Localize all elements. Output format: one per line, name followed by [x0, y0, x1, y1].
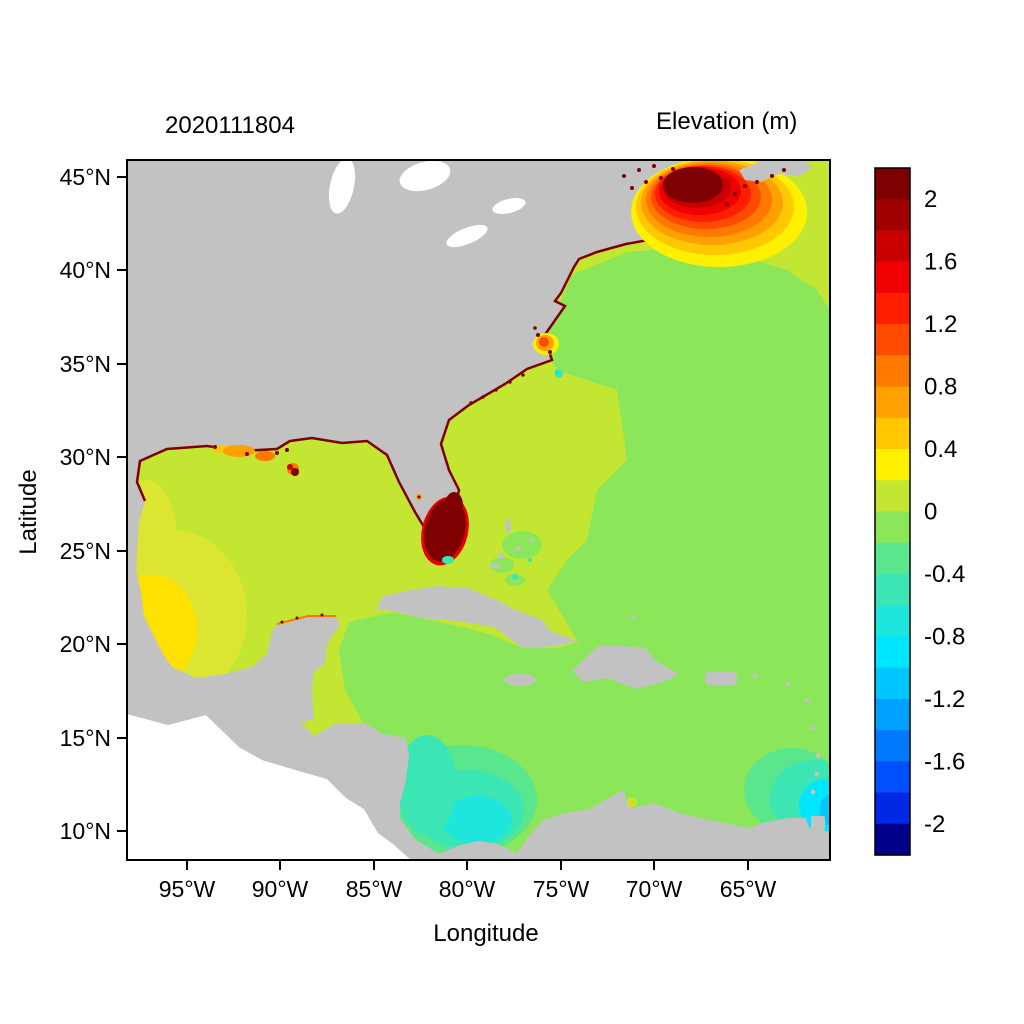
trinidad-island [811, 816, 825, 831]
colorbar-band [875, 792, 910, 825]
y-axis-ticks: 45°N 40°N 35°N 30°N 25°N 20°N 15°N 10°N [60, 164, 126, 844]
x-tick-label: 90°W [252, 876, 309, 902]
colorbar-tick-label: 0 [924, 499, 937, 526]
colorbar-tick-label: 0.8 [924, 374, 957, 401]
islands [376, 519, 825, 831]
lake-michigan [328, 160, 356, 214]
colorbar-tick-label: 1.2 [924, 311, 957, 338]
y-axis-label: Latitude [15, 469, 42, 554]
x-tick-label: 75°W [533, 876, 590, 902]
colorbar-tick-label: -1.2 [924, 686, 965, 713]
cuba-island [376, 586, 578, 648]
sw-caribbean-teal-region [387, 735, 537, 855]
colorbar-band [875, 667, 910, 700]
colorbar-title: Elevation (m) [656, 108, 797, 135]
colorbar [875, 168, 910, 856]
colorbar-band [875, 449, 910, 481]
colorbar-band [875, 573, 910, 606]
y-tick-label: 40°N [60, 257, 111, 283]
colorbar-band [875, 511, 910, 544]
lake-ontario [492, 198, 526, 214]
puerto-rico-island [705, 672, 737, 685]
colorbar-tick-label: -1.6 [924, 748, 965, 775]
colorbar-band [875, 730, 910, 762]
colorbar-band [875, 199, 910, 232]
colorbar-band [875, 324, 910, 356]
bahamas-islands [489, 519, 636, 620]
colorbar-tick-label: -0.8 [924, 623, 965, 650]
y-tick-label: 35°N [60, 351, 111, 377]
y-tick-label: 20°N [60, 631, 111, 657]
colorbar-band [875, 292, 910, 325]
colorbar-tick-label: -2 [924, 811, 945, 838]
x-tick-label: 70°W [626, 876, 683, 902]
louisiana-coastal-high [212, 445, 299, 476]
colorbar-tick-label: 2 [924, 186, 937, 213]
x-tick-label: 95°W [159, 876, 216, 902]
great-lakes [328, 160, 526, 248]
jamaica-island [504, 674, 536, 686]
south-america-land [439, 790, 830, 860]
hatteras-teal-spot [555, 370, 563, 378]
colorbar-tick-label: 0.4 [924, 436, 957, 463]
colorbar-band [875, 542, 910, 575]
x-axis-label: Longitude [433, 920, 538, 947]
lesser-antilles-islands [752, 673, 821, 795]
y-tick-label: 25°N [60, 538, 111, 564]
pacific-outside-domain [127, 714, 411, 860]
colorbar-band [875, 761, 910, 794]
gulf-of-maine-surge-region [631, 160, 807, 267]
y-tick-label: 30°N [60, 444, 111, 470]
lake-erie [446, 224, 488, 248]
southeast-coast-specks [469, 373, 525, 405]
se-corner-cyan-region [744, 748, 830, 836]
colorbar-band [875, 168, 910, 200]
timestamp-title: 2020111804 [165, 112, 295, 139]
yucatan-coast-fringe [276, 613, 336, 625]
colorbar-band [875, 355, 910, 388]
y-tick-label: 15°N [60, 725, 111, 751]
ocean-green-zone [339, 248, 830, 860]
x-tick-label: 80°W [439, 876, 496, 902]
colorbar-band [875, 636, 910, 669]
colorbar-band [875, 386, 910, 419]
colorbar-labels: 2 1.6 1.2 0.8 0.4 0 -0.4 -0.8 -1.2 -1.6 -2 [924, 186, 965, 838]
colorbar-band [875, 823, 910, 856]
y-tick-label: 45°N [60, 164, 111, 190]
y-tick-label: 10°N [60, 818, 111, 844]
colorbar-band [875, 261, 910, 294]
x-axis-ticks: 95°W 90°W 85°W 80°W 75°W 70°W 65°W [159, 861, 777, 902]
nova-scotia-land [739, 160, 813, 182]
map-area [127, 160, 830, 860]
pamlico-sound-high [533, 326, 559, 355]
surge-speckles [622, 164, 786, 206]
tampa-bay-spot [416, 494, 422, 500]
colorbar-band [875, 230, 910, 263]
bahamas-green-patches [490, 531, 542, 586]
south-florida-flood-region [421, 492, 469, 566]
colorbar-tick-label: 1.6 [924, 249, 957, 276]
lake-huron [399, 160, 451, 192]
colorbar-band [875, 698, 910, 731]
colorbar-band [875, 605, 910, 638]
x-tick-label: 85°W [346, 876, 403, 902]
gulf-of-venezuela-yellow-dot [630, 801, 634, 805]
plot-frame [126, 159, 831, 861]
x-tick-label: 65°W [720, 876, 777, 902]
colorbar-band [875, 417, 910, 450]
hispaniola-island [572, 646, 679, 689]
colorbar-band [875, 480, 910, 513]
colorbar-frame [874, 167, 911, 856]
colorbar-tick-label: -0.4 [924, 561, 965, 588]
